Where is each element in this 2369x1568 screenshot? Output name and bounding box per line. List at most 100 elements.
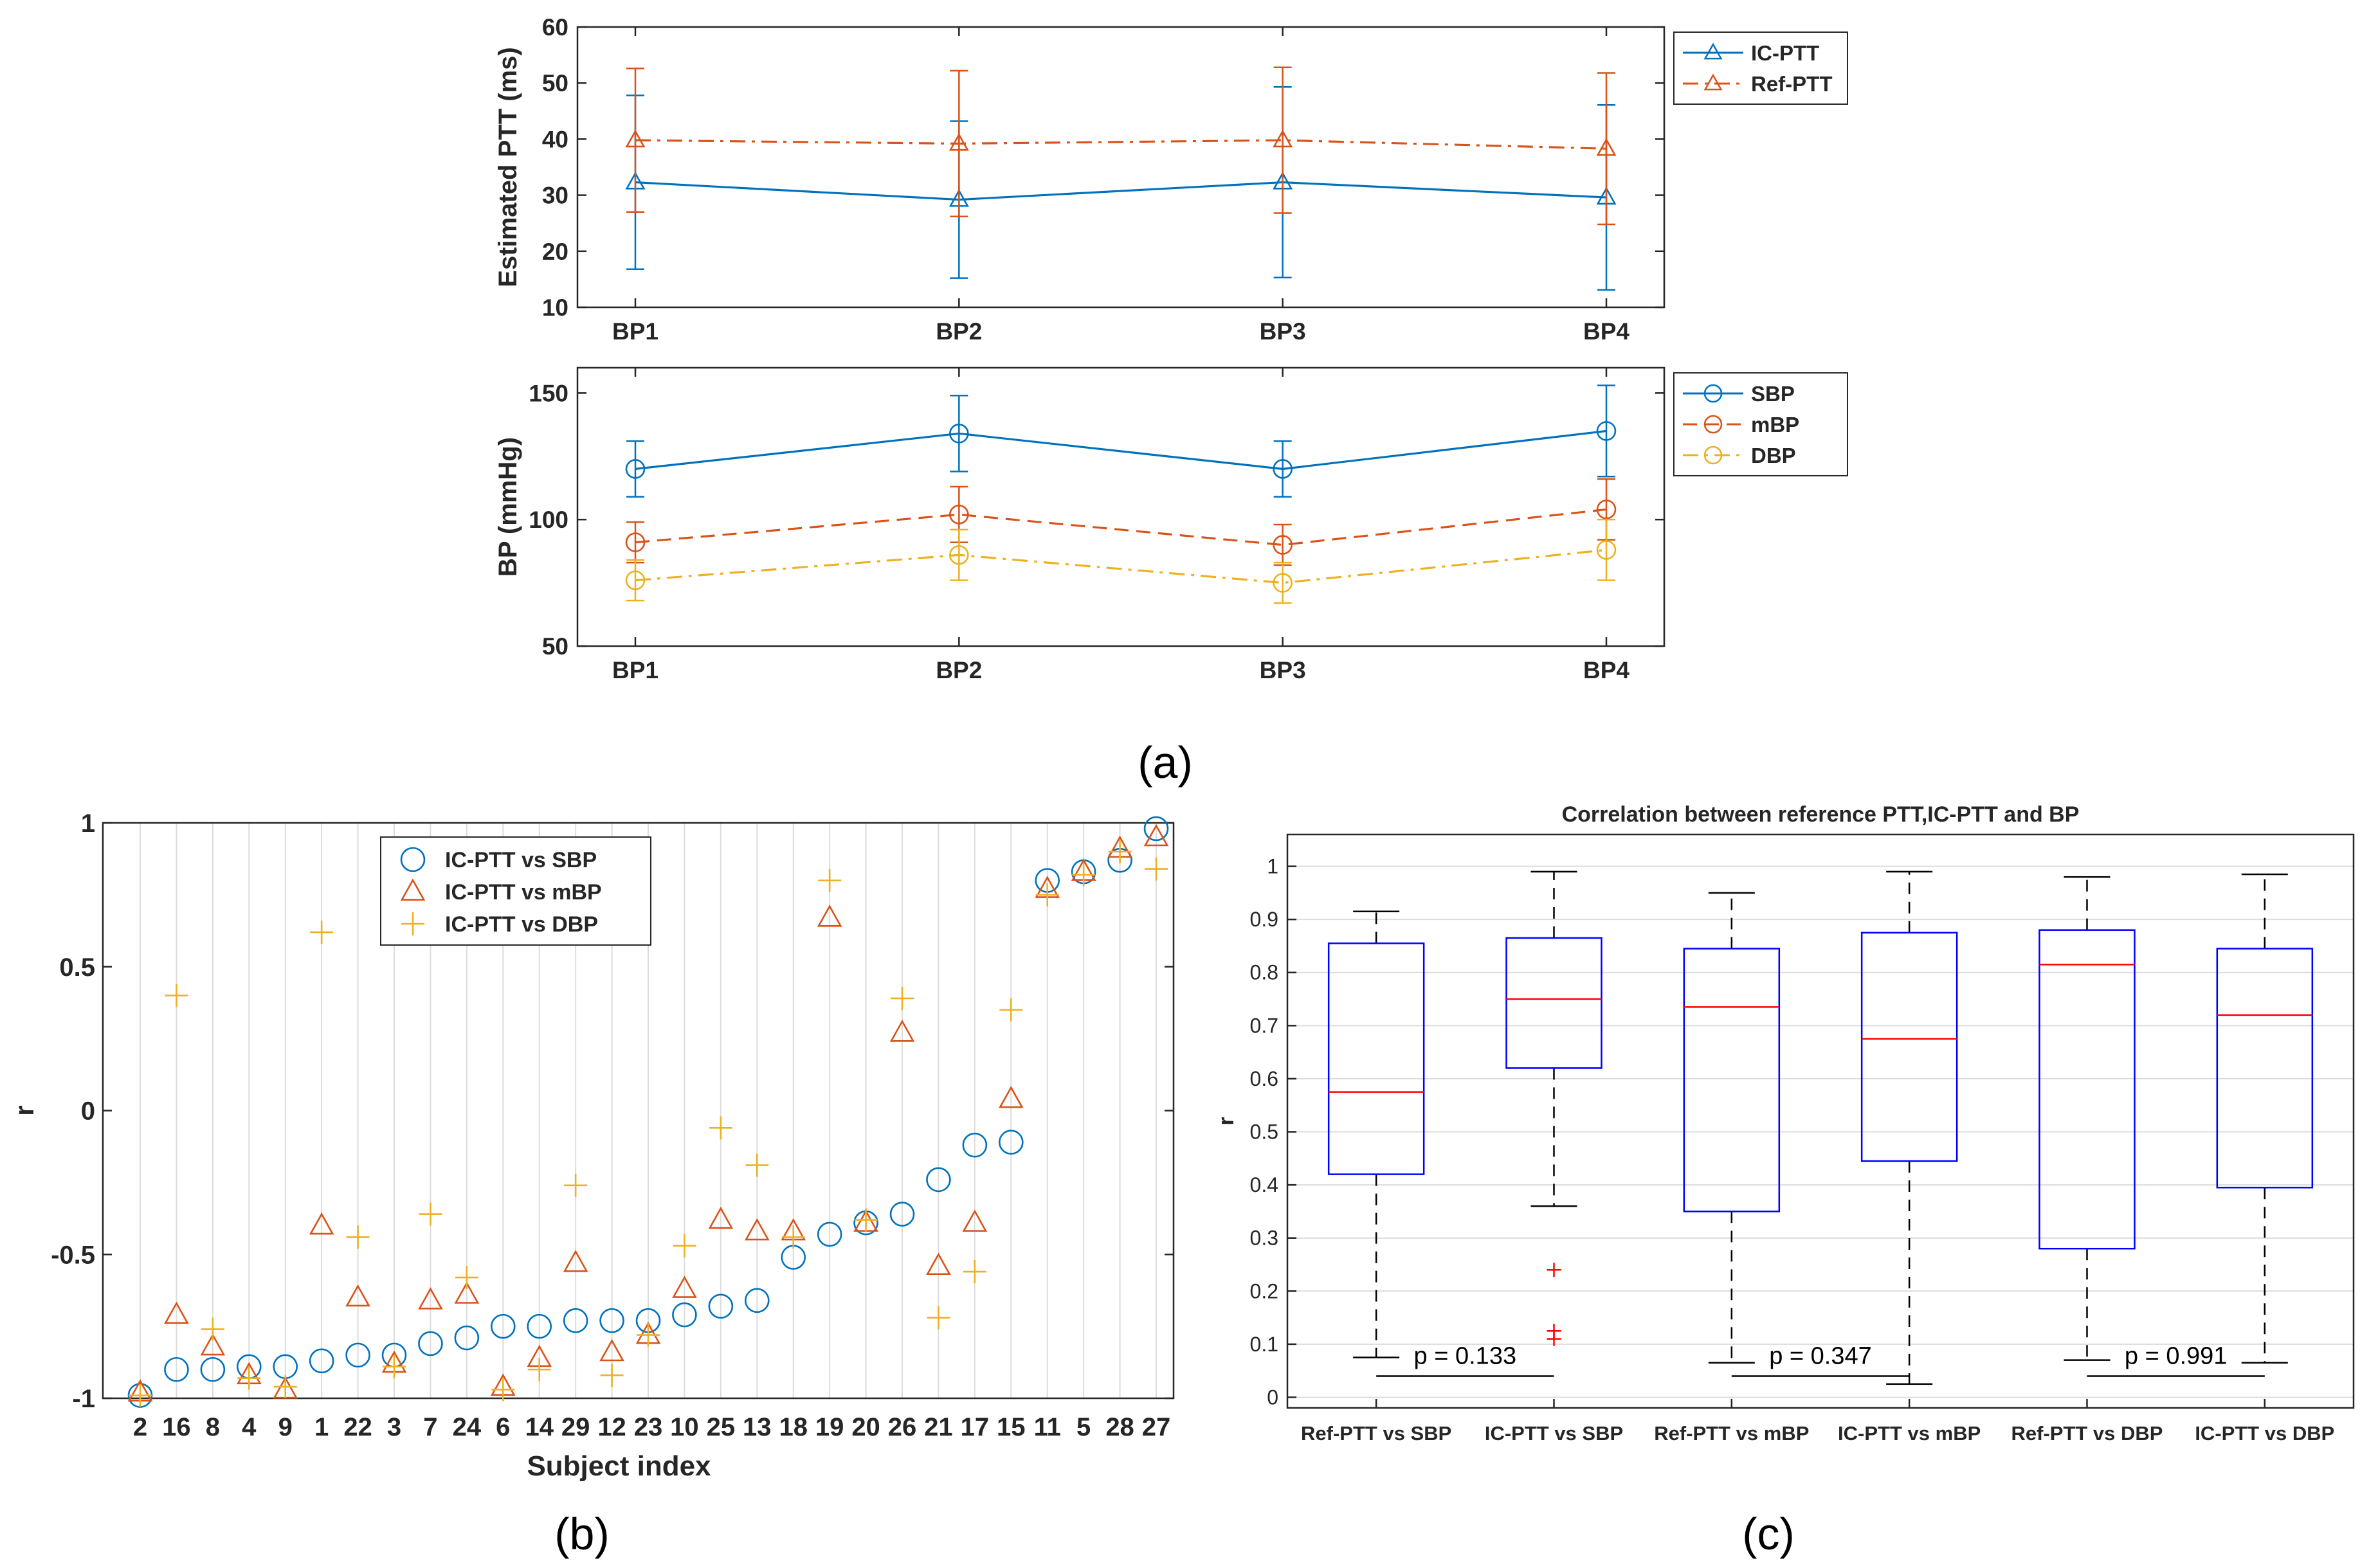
x-tick-label: 10 xyxy=(670,1413,699,1441)
legend-marker xyxy=(400,847,426,872)
y-tick-label: 40 xyxy=(542,126,568,152)
data-point xyxy=(817,905,842,927)
series-line xyxy=(635,548,1607,584)
legend-label: IC-PTT vs DBP xyxy=(445,912,598,937)
y-tick-label: 0.3 xyxy=(1250,1227,1278,1250)
box-1 xyxy=(1327,910,1425,1358)
x-tick-label: 29 xyxy=(561,1413,590,1441)
legend-label: IC-PTT xyxy=(1751,41,1819,65)
data-point xyxy=(455,1266,478,1290)
x-tick-label: 7 xyxy=(423,1413,437,1441)
data-point xyxy=(201,1317,224,1341)
box-3 xyxy=(1683,892,1781,1364)
data-point xyxy=(1072,863,1096,887)
data-point xyxy=(781,1225,805,1249)
data-point xyxy=(273,1375,297,1399)
data-point xyxy=(200,1356,226,1382)
data-point xyxy=(165,984,188,1007)
data-point xyxy=(1143,824,1169,847)
outlier xyxy=(1547,1263,1561,1277)
data-point xyxy=(891,986,914,1010)
data-point xyxy=(818,869,842,892)
x-tick-label: 6 xyxy=(496,1413,510,1441)
x-tick-label: 3 xyxy=(387,1413,401,1441)
data-point xyxy=(963,1260,986,1284)
y-tick-label: -1 xyxy=(72,1385,95,1413)
plot-area xyxy=(1286,833,2355,1409)
x-tick-label: 2 xyxy=(133,1413,147,1441)
box-iqr xyxy=(1505,937,1602,1069)
x-tick-label: 18 xyxy=(779,1413,808,1441)
series-line xyxy=(635,139,1607,150)
legend-box xyxy=(1673,372,1848,476)
box-iqr xyxy=(2038,929,2136,1250)
y-tick-label: 0.5 xyxy=(1250,1121,1278,1144)
data-point xyxy=(200,1333,226,1356)
data-point xyxy=(949,424,969,444)
data-point xyxy=(383,1355,406,1378)
x-tick-label: 15 xyxy=(997,1413,1026,1441)
legend-marker xyxy=(1703,384,1723,403)
x-tick-label: Ref-PTT vs DBP xyxy=(2011,1422,2163,1445)
legend-label: DBP xyxy=(1751,444,1796,467)
data-point xyxy=(625,570,646,590)
data-point xyxy=(418,1287,443,1310)
box-iqr xyxy=(1683,948,1781,1212)
y-tick-label: 0 xyxy=(81,1097,95,1126)
x-tick-label: IC-PTT vs SBP xyxy=(1485,1422,1623,1445)
data-point xyxy=(926,1252,951,1275)
data-point xyxy=(129,1383,152,1407)
data-point xyxy=(744,1218,770,1241)
y-tick-label: 0.8 xyxy=(1250,961,1278,984)
legend-marker xyxy=(1703,42,1723,60)
data-point xyxy=(491,1378,515,1401)
legend-box xyxy=(1673,32,1848,105)
series-line xyxy=(635,181,1607,201)
data-point xyxy=(1108,840,1132,863)
y-tick-label: 0.2 xyxy=(1250,1279,1278,1302)
legend-label: Ref-PTT xyxy=(1751,72,1833,96)
data-point xyxy=(1145,857,1168,881)
data-point xyxy=(949,505,969,525)
x-axis-label: Subject index xyxy=(527,1450,711,1482)
data-point xyxy=(345,1284,370,1307)
y-axis-label: r xyxy=(1214,1117,1239,1125)
p-value-label: p = 0.347 xyxy=(1769,1342,1872,1369)
y-tick-label: 20 xyxy=(542,239,568,265)
data-point xyxy=(1596,500,1617,519)
data-point xyxy=(672,1275,697,1298)
panel-label-c: (c) xyxy=(1742,1509,1795,1559)
y-tick-label: 0.9 xyxy=(1250,908,1278,931)
data-point xyxy=(164,1356,189,1382)
data-point xyxy=(600,1364,624,1387)
x-tick-label: 25 xyxy=(707,1413,736,1441)
box-2 xyxy=(1505,870,1602,1346)
data-point xyxy=(998,1130,1024,1155)
p-value-annotation: p = 0.991 xyxy=(2087,1342,2265,1377)
data-point xyxy=(419,1202,442,1226)
x-tick-label: BP1 xyxy=(612,657,658,683)
x-tick-label: BP3 xyxy=(1260,657,1306,683)
y-tick-label: 30 xyxy=(542,183,568,209)
y-tick-label: 50 xyxy=(542,70,568,96)
data-point xyxy=(1596,138,1617,156)
x-tick-label: 28 xyxy=(1105,1413,1134,1441)
data-point xyxy=(744,1288,770,1313)
series-line xyxy=(635,429,1607,471)
data-point xyxy=(673,1234,696,1257)
data-point xyxy=(949,132,969,151)
y-tick-label: 0.7 xyxy=(1250,1014,1278,1037)
data-point xyxy=(454,1281,480,1304)
x-tick-label: BP4 xyxy=(1583,318,1629,345)
x-tick-label: BP2 xyxy=(936,657,982,683)
x-tick-label: 23 xyxy=(634,1413,663,1441)
legend-label: SBP xyxy=(1751,382,1795,406)
legend-marker xyxy=(401,912,424,935)
x-tick-label: IC-PTT vs DBP xyxy=(2195,1422,2334,1445)
y-tick-label: 0.4 xyxy=(1250,1173,1278,1196)
data-point xyxy=(527,1358,551,1382)
data-point xyxy=(1273,129,1293,148)
data-point xyxy=(454,1325,480,1351)
data-point xyxy=(599,1308,624,1333)
box-iqr xyxy=(2216,948,2314,1189)
